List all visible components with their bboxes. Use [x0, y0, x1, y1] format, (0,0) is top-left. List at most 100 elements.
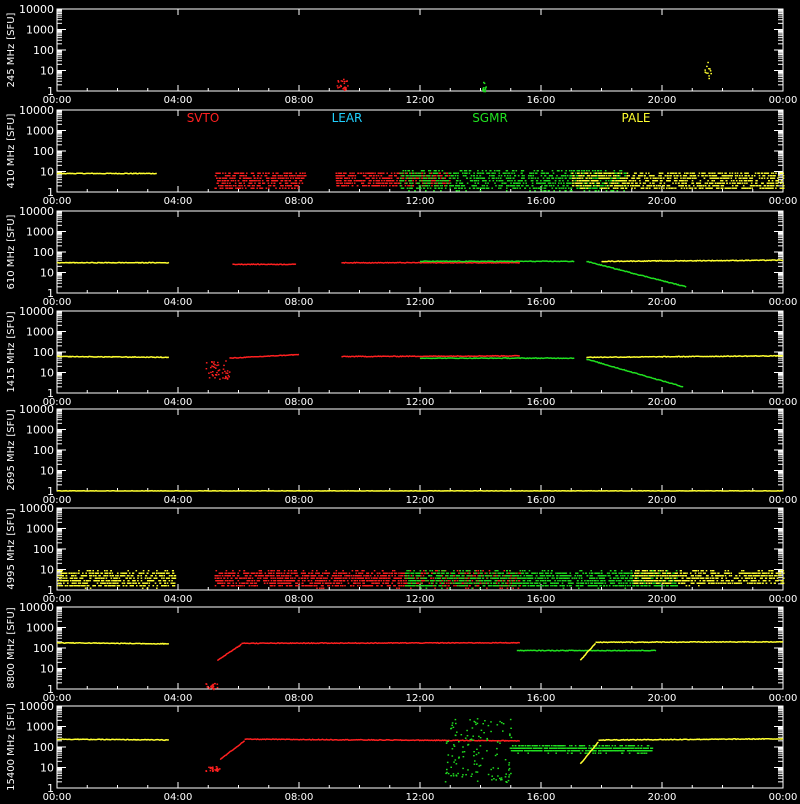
data-point [268, 570, 270, 571]
data-point [761, 173, 763, 174]
data-point [236, 585, 238, 586]
data-point [759, 175, 761, 176]
data-point [734, 183, 736, 184]
data-point [567, 180, 569, 181]
x-tick-label: 12:00 [406, 397, 435, 408]
data-point [303, 178, 305, 179]
data-point [548, 178, 550, 179]
data-point [632, 180, 634, 181]
frequency-label: 1415 MHz [6, 343, 17, 393]
data-point [578, 180, 580, 181]
data-point [293, 178, 295, 179]
data-point [415, 180, 417, 181]
data-point [709, 183, 711, 184]
data-point [429, 185, 431, 186]
data-point [543, 188, 545, 189]
data-point [352, 578, 354, 579]
data-point [66, 575, 68, 576]
series-pale-0-2 [704, 62, 712, 79]
data-point [731, 188, 733, 189]
data-point [280, 178, 282, 179]
data-point [139, 573, 141, 574]
data-point [436, 180, 438, 181]
frequency-label: 2695 MHz [6, 441, 17, 491]
data-point [394, 575, 396, 576]
data-point [469, 173, 471, 174]
data-point [410, 180, 412, 181]
data-point [396, 588, 398, 589]
data-point [57, 570, 59, 571]
data-point [80, 583, 82, 584]
data-point [266, 578, 268, 579]
data-point [353, 583, 355, 584]
data-point [116, 583, 118, 584]
data-point [133, 580, 135, 581]
data-point [147, 573, 149, 574]
data-point [265, 575, 267, 576]
data-point [74, 578, 76, 579]
data-point [290, 185, 292, 186]
data-point [661, 180, 663, 181]
data-point [482, 185, 484, 186]
data-point [74, 585, 76, 586]
data-point [210, 372, 212, 373]
x-tick-label: 08:00 [285, 397, 314, 408]
data-point [227, 578, 229, 579]
data-point [219, 178, 221, 179]
data-point [433, 190, 435, 191]
data-point [292, 188, 294, 189]
data-point [218, 173, 220, 174]
data-point [255, 573, 257, 574]
data-point [449, 175, 451, 176]
data-point [473, 173, 475, 174]
data-point [586, 170, 588, 171]
data-point [337, 80, 339, 81]
x-tick-label: 12:00 [406, 196, 435, 207]
data-point [555, 188, 557, 189]
data-point [421, 170, 423, 171]
data-point [97, 570, 99, 571]
data-point [493, 175, 495, 176]
data-point [340, 173, 342, 174]
data-point [735, 175, 737, 176]
data-point [268, 178, 270, 179]
data-point [472, 185, 474, 186]
data-point [158, 573, 160, 574]
data-point [422, 185, 424, 186]
data-point [674, 178, 676, 179]
data-point [583, 173, 585, 174]
data-point [270, 575, 272, 576]
data-point [442, 183, 444, 184]
data-point [514, 180, 516, 181]
data-point [746, 173, 748, 174]
data-point [311, 585, 313, 586]
data-point [268, 183, 270, 184]
data-point [574, 170, 576, 171]
data-point [383, 580, 385, 581]
data-point [212, 371, 214, 372]
data-point [359, 583, 361, 584]
data-point [172, 570, 174, 571]
data-point [334, 583, 336, 584]
data-point [280, 578, 282, 579]
data-point [57, 580, 59, 581]
data-point [714, 173, 716, 174]
data-point [62, 575, 64, 576]
data-point [523, 183, 525, 184]
data-point [443, 180, 445, 181]
data-point [92, 573, 94, 574]
data-point [430, 188, 432, 189]
data-point [611, 178, 613, 179]
series-svto-2-1 [232, 264, 296, 265]
data-point [327, 583, 329, 584]
data-point [454, 178, 456, 179]
data-point [250, 183, 252, 184]
data-point [275, 178, 277, 179]
data-point [344, 90, 346, 91]
data-point [351, 175, 353, 176]
data-point [377, 183, 379, 184]
data-point [544, 183, 546, 184]
data-point [171, 575, 173, 576]
data-line [57, 173, 157, 174]
data-point [285, 575, 287, 576]
